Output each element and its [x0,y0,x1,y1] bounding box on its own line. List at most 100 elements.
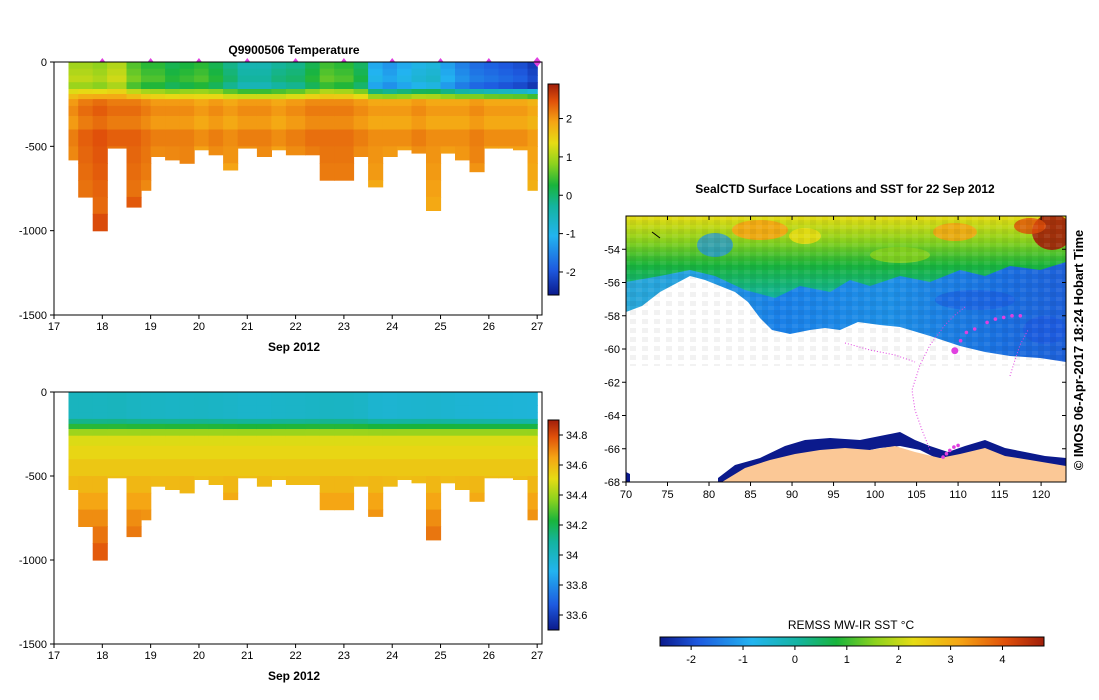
heatmap-cell [165,398,181,406]
heatmap-cell [319,89,335,95]
heatmap-cell [208,94,224,100]
heatmap-cell [305,62,321,70]
heatmap-cell [165,146,181,161]
longitude-tick-label: 105 [907,489,925,501]
colorbar-gradient [547,83,560,296]
heatmap-cell [426,526,442,541]
heatmap-cell [411,423,427,430]
heatmap-cell [353,105,369,117]
longitude-tick-label: 110 [949,489,967,501]
heatmap-cell [126,526,142,538]
heatmap-cell [237,68,258,76]
heatmap-cell [334,398,355,406]
heatmap-cell [319,129,335,147]
heatmap-cell [237,82,258,90]
heatmap-cell [455,445,471,460]
heatmap-cell [223,116,239,131]
heatmap-cell [179,476,195,494]
salinity-x-label: Sep 2012 [268,669,320,683]
heatmap-cell [305,435,321,447]
heatmap-cell [179,146,195,164]
temperature-x-axis: 17 18 19 20 21 22 23 24 25 26 27 [48,315,543,333]
heatmap-cell [285,429,306,437]
heatmap-cell [141,392,152,400]
heatmap-cell [426,509,442,527]
heatmap-cell [484,398,500,406]
heatmap-cell [527,412,538,420]
heatmap-cell [107,398,127,406]
heatmap-cell [285,105,306,117]
heatmap-cell [368,405,384,413]
heatmap-cell [68,392,79,400]
heatmap-cell [513,445,529,460]
heatmap-cell [382,435,398,447]
heatmap-cell [368,129,384,147]
heatmap-cell [165,445,181,460]
heatmap-cell [107,94,127,100]
heatmap-cell [397,459,413,477]
heatmap-cell [382,94,398,100]
heatmap-cell [397,412,413,420]
heatmap-cell [305,68,321,76]
heatmap-cell [353,398,369,406]
heatmap-cell [271,146,287,151]
heatmap-cell [368,492,384,511]
heatmap-cell [368,398,384,406]
heatmap-cell [150,459,166,477]
heatmap-cell [179,418,195,425]
heatmap-cell [411,129,427,147]
heatmap-cell [426,105,442,117]
heatmap-cell [68,429,79,437]
heatmap-cell [426,82,442,90]
heatmap-cell [334,75,355,83]
map-latitude-axis: -54 -56 -58 -60 -62 -64 -66 -68 [604,244,1066,489]
heatmap-cell [484,105,500,117]
heatmap-cell [223,89,239,95]
heatmap-cell [92,116,108,131]
heatmap-cell [469,476,485,494]
heatmap-cell [141,476,152,494]
y-tick-label: 0 [41,57,47,69]
heatmap-cell [107,412,127,420]
heatmap-cell [334,116,355,131]
heatmap-cell [126,163,142,181]
heatmap-cell [285,94,306,100]
heatmap-cell [368,94,384,100]
heatmap-cell [92,163,108,181]
heatmap-cell [271,459,287,477]
heatmap-cell [78,423,94,430]
heatmap-cell [194,398,210,406]
heatmap-cell [285,405,306,413]
heatmap-cell [305,459,321,477]
heatmap-cell [455,99,471,107]
heatmap-cell [455,105,471,117]
heatmap-cell [305,412,321,420]
heatmap-cell [382,459,398,477]
heatmap-cell [484,423,500,430]
heatmap-cell [223,445,239,460]
heatmap-cell [165,99,181,107]
x-tick-label: 27 [531,321,543,333]
latitude-tick-label: -66 [604,444,620,456]
heatmap-cell [179,423,195,430]
heatmap-cell [498,94,514,100]
heatmap-cell [353,99,369,107]
heatmap-cell [319,459,335,477]
longitude-tick-label: 80 [703,489,715,501]
heatmap-cell [92,89,108,95]
heatmap-cell [305,116,321,131]
y-tick-label: -500 [25,471,47,483]
heatmap-cell [305,129,321,147]
heatmap-cell [179,105,195,117]
heatmap-cell [126,105,142,117]
heatmap-cell [353,445,369,460]
heatmap-cell [319,99,335,107]
heatmap-cell [194,445,210,460]
heatmap-cell [165,62,181,70]
heatmap-cell [68,405,79,413]
heatmap-cell [126,94,142,100]
heatmap-cell [319,429,335,437]
heatmap-cell [334,129,355,147]
heatmap-cell [141,445,152,460]
